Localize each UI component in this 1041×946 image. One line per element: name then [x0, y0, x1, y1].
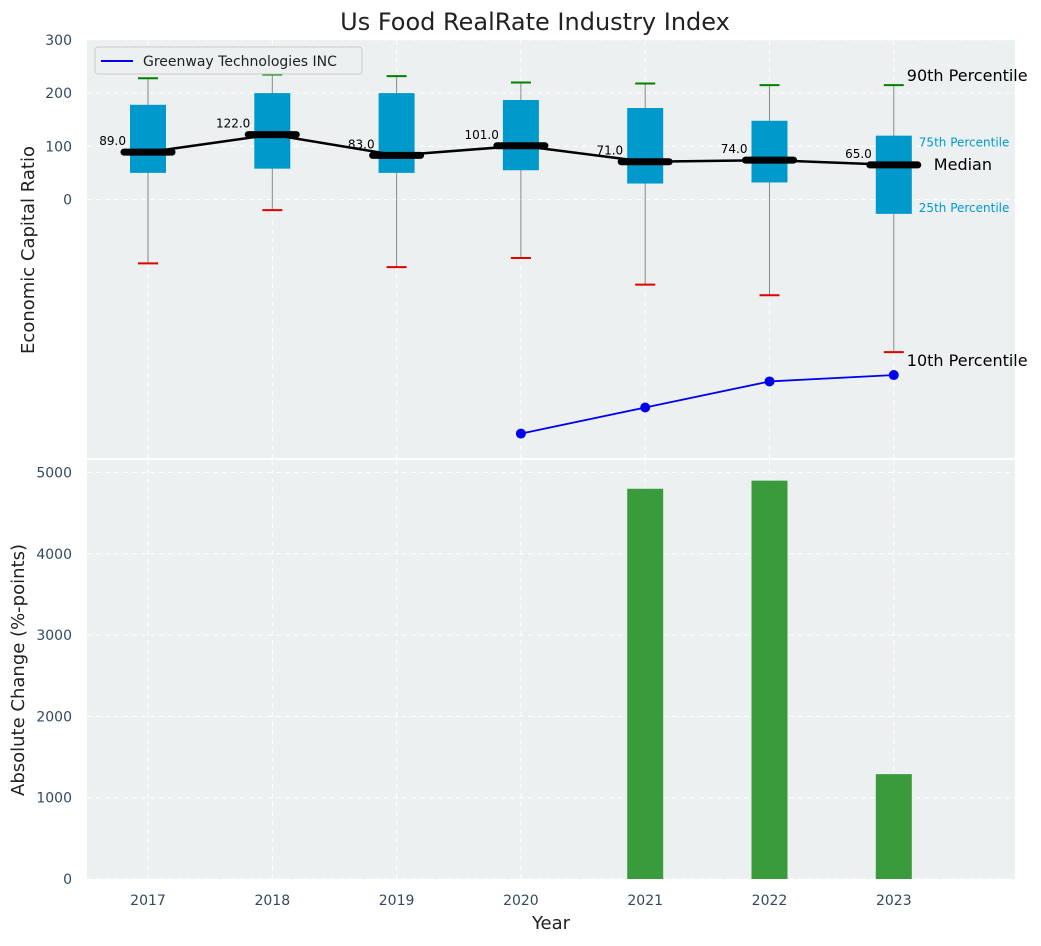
top-y-tick-label: 0 [63, 193, 72, 209]
x-tick-label: 2020 [503, 893, 539, 909]
top-y-tick-label: 300 [45, 33, 72, 49]
annotation-median: Median [934, 155, 992, 174]
top-y-ticks: 0 100 200 300 [45, 33, 72, 209]
series-layer [515, 370, 899, 439]
iqr-box [627, 107, 664, 184]
percentile-annotations: 90th Percentile 75th Percentile Median 25th… [907, 66, 1028, 370]
top-y-tick-label: 100 [45, 139, 72, 155]
series-point [888, 370, 899, 381]
series-point [764, 376, 775, 387]
bar-layer [627, 480, 912, 879]
x-tick-label: 2021 [627, 893, 663, 909]
median-value-label: 101.0 [465, 128, 499, 142]
x-ticks: 2017 2018 2019 2020 2021 2022 2023 [130, 893, 911, 909]
top-plot-area [87, 40, 1015, 458]
iqr-box [502, 100, 539, 171]
top-y-axis-label: Economic Capital Ratio [18, 146, 39, 354]
bottom-y-tick-label: 2000 [36, 709, 72, 725]
series-line [520, 374, 894, 435]
median-value-label: 89.0 [99, 134, 126, 148]
bottom-y-tick-label: 0 [63, 872, 72, 888]
series-point [640, 402, 651, 413]
annotation-p10: 10th Percentile [907, 351, 1028, 370]
median-value-label: 74.0 [721, 142, 748, 156]
median-value-label: 71.0 [596, 144, 623, 158]
median-value-label: 122.0 [216, 117, 250, 131]
bar [627, 488, 664, 879]
annotation-p90: 90th Percentile [907, 66, 1028, 85]
x-tick-label: 2018 [254, 893, 290, 909]
chart-title: Us Food RealRate Industry Index [340, 8, 730, 36]
iqr-box [378, 93, 415, 173]
bottom-plot-area [87, 460, 1015, 879]
bottom-grid [87, 460, 1015, 880]
legend: Greenway Technologies INC [94, 46, 363, 75]
bottom-y-tick-label: 1000 [36, 791, 72, 807]
median-value-label: 65.0 [845, 147, 872, 161]
legend-box [94, 46, 363, 75]
bar [751, 480, 788, 879]
x-tick-label: 2017 [130, 893, 166, 909]
bottom-y-ticks: 0 1000 2000 3000 4000 5000 [36, 466, 72, 889]
iqr-box [254, 93, 291, 169]
bottom-y-tick-label: 4000 [36, 547, 72, 563]
series-point [515, 428, 526, 439]
top-y-tick-label: 200 [45, 86, 72, 102]
bottom-y-axis-label: Absolute Change (%-points) [8, 544, 29, 796]
bottom-y-tick-label: 5000 [36, 466, 72, 482]
iqr-box [130, 104, 166, 173]
x-tick-label: 2023 [876, 893, 912, 909]
bar [875, 774, 912, 879]
median-trend-line [147, 133, 894, 167]
iqr-box [751, 120, 788, 183]
x-tick-label: 2022 [752, 893, 788, 909]
bottom-y-tick-label: 3000 [36, 628, 72, 644]
x-tick-label: 2019 [379, 893, 415, 909]
x-axis-label: Year [531, 913, 571, 934]
legend-entry-label: Greenway Technologies INC [143, 54, 337, 70]
annotation-p25: 25th Percentile [919, 201, 1010, 215]
annotation-p75: 75th Percentile [919, 136, 1010, 150]
iqr-box [875, 135, 912, 214]
